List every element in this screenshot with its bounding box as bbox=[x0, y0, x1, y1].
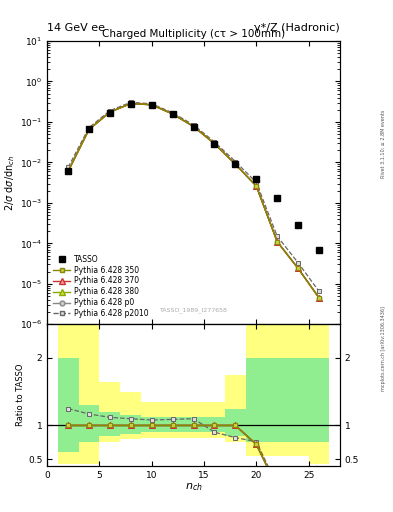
Text: TASSO_1989_I277658: TASSO_1989_I277658 bbox=[160, 307, 228, 313]
X-axis label: $n_{ch}$: $n_{ch}$ bbox=[185, 481, 202, 493]
Legend: TASSO, Pythia 6.428 350, Pythia 6.428 370, Pythia 6.428 380, Pythia 6.428 p0, Py: TASSO, Pythia 6.428 350, Pythia 6.428 37… bbox=[51, 252, 151, 321]
Y-axis label: Ratio to TASSO: Ratio to TASSO bbox=[16, 364, 25, 426]
Title: Charged Multiplicity (cτ > 100mm): Charged Multiplicity (cτ > 100mm) bbox=[102, 29, 285, 39]
Text: γ*/Z (Hadronic): γ*/Z (Hadronic) bbox=[254, 23, 340, 33]
Y-axis label: 2/$\sigma$ d$\sigma$/dn$_{ch}$: 2/$\sigma$ d$\sigma$/dn$_{ch}$ bbox=[3, 155, 17, 211]
Text: mcplots.cern.ch [arXiv:1306.3436]: mcplots.cern.ch [arXiv:1306.3436] bbox=[381, 306, 386, 391]
Text: Rivet 3.1.10; ≥ 2.8M events: Rivet 3.1.10; ≥ 2.8M events bbox=[381, 109, 386, 178]
Text: 14 GeV ee: 14 GeV ee bbox=[47, 23, 105, 33]
